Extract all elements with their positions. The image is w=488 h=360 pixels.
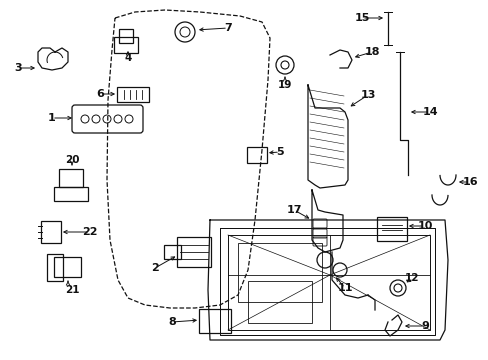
Text: 7: 7 [224,23,231,33]
Text: 19: 19 [277,80,292,90]
Text: 11: 11 [337,283,352,293]
Text: 15: 15 [354,13,369,23]
Text: 5: 5 [276,147,283,157]
Text: 2: 2 [151,263,159,273]
Text: 8: 8 [168,317,176,327]
Text: 10: 10 [416,221,432,231]
Text: 17: 17 [285,205,301,215]
Text: 21: 21 [64,285,79,295]
Text: 12: 12 [404,273,418,283]
Text: 18: 18 [364,47,379,57]
Text: 16: 16 [461,177,477,187]
Text: 3: 3 [14,63,22,73]
Text: 6: 6 [96,89,104,99]
Text: 14: 14 [421,107,437,117]
Text: 20: 20 [64,155,79,165]
Text: 22: 22 [82,227,98,237]
Text: 1: 1 [48,113,56,123]
Text: 13: 13 [360,90,375,100]
Text: 4: 4 [124,53,131,63]
Text: 9: 9 [420,321,428,331]
